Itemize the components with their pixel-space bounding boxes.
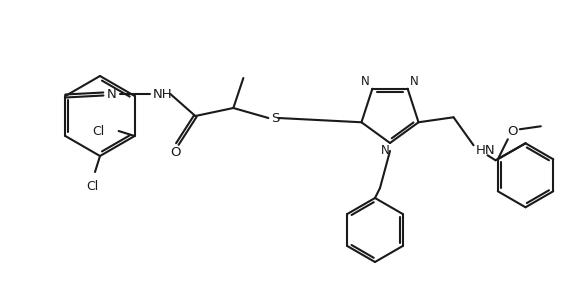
Text: N: N	[106, 88, 116, 100]
Text: N: N	[381, 145, 389, 157]
Text: N: N	[361, 75, 370, 88]
Text: Cl: Cl	[93, 125, 105, 138]
Text: N: N	[410, 75, 419, 88]
Text: NH: NH	[153, 88, 172, 100]
Text: Cl: Cl	[86, 180, 98, 193]
Text: S: S	[271, 111, 280, 125]
Text: HN: HN	[476, 144, 495, 157]
Text: O: O	[507, 125, 518, 138]
Text: O: O	[170, 146, 181, 159]
